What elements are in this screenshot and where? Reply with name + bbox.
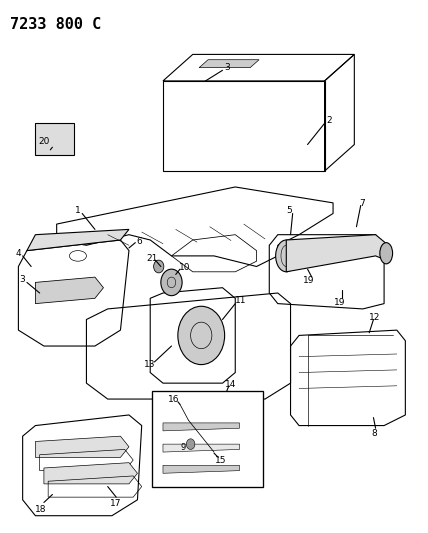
Text: 9: 9 — [180, 443, 186, 452]
Text: 12: 12 — [369, 313, 380, 322]
Polygon shape — [36, 436, 129, 457]
Text: 20: 20 — [38, 138, 50, 147]
Ellipse shape — [276, 240, 297, 272]
Text: 16: 16 — [168, 394, 180, 403]
Text: 11: 11 — [235, 296, 247, 305]
Polygon shape — [163, 465, 240, 473]
Circle shape — [178, 306, 225, 365]
Polygon shape — [163, 444, 240, 452]
Text: 3: 3 — [20, 275, 26, 284]
Text: 5: 5 — [286, 206, 292, 215]
Text: 19: 19 — [334, 298, 345, 307]
Bar — [36, 123, 74, 155]
Circle shape — [186, 439, 195, 449]
Text: 4: 4 — [15, 249, 21, 258]
Text: 8: 8 — [372, 429, 377, 438]
Text: 18: 18 — [35, 505, 46, 514]
Circle shape — [154, 260, 164, 273]
Text: 14: 14 — [225, 379, 237, 389]
Text: 2: 2 — [326, 116, 332, 125]
Polygon shape — [27, 229, 129, 251]
Text: 7233 800 C: 7233 800 C — [10, 17, 101, 33]
Ellipse shape — [380, 243, 392, 264]
Polygon shape — [199, 60, 259, 68]
Polygon shape — [163, 423, 240, 431]
Text: 3: 3 — [224, 63, 230, 72]
Text: 13: 13 — [144, 360, 155, 369]
Text: 10: 10 — [179, 263, 191, 272]
Text: 15: 15 — [214, 456, 226, 465]
Polygon shape — [44, 463, 137, 484]
Text: 21: 21 — [147, 254, 158, 263]
Text: 7: 7 — [359, 199, 365, 208]
Polygon shape — [286, 235, 388, 272]
Text: 1: 1 — [75, 206, 81, 215]
FancyBboxPatch shape — [152, 391, 263, 487]
Text: 19: 19 — [303, 276, 315, 285]
Polygon shape — [36, 277, 104, 304]
Text: 17: 17 — [110, 499, 121, 508]
Text: 6: 6 — [137, 237, 143, 246]
Circle shape — [161, 269, 182, 296]
